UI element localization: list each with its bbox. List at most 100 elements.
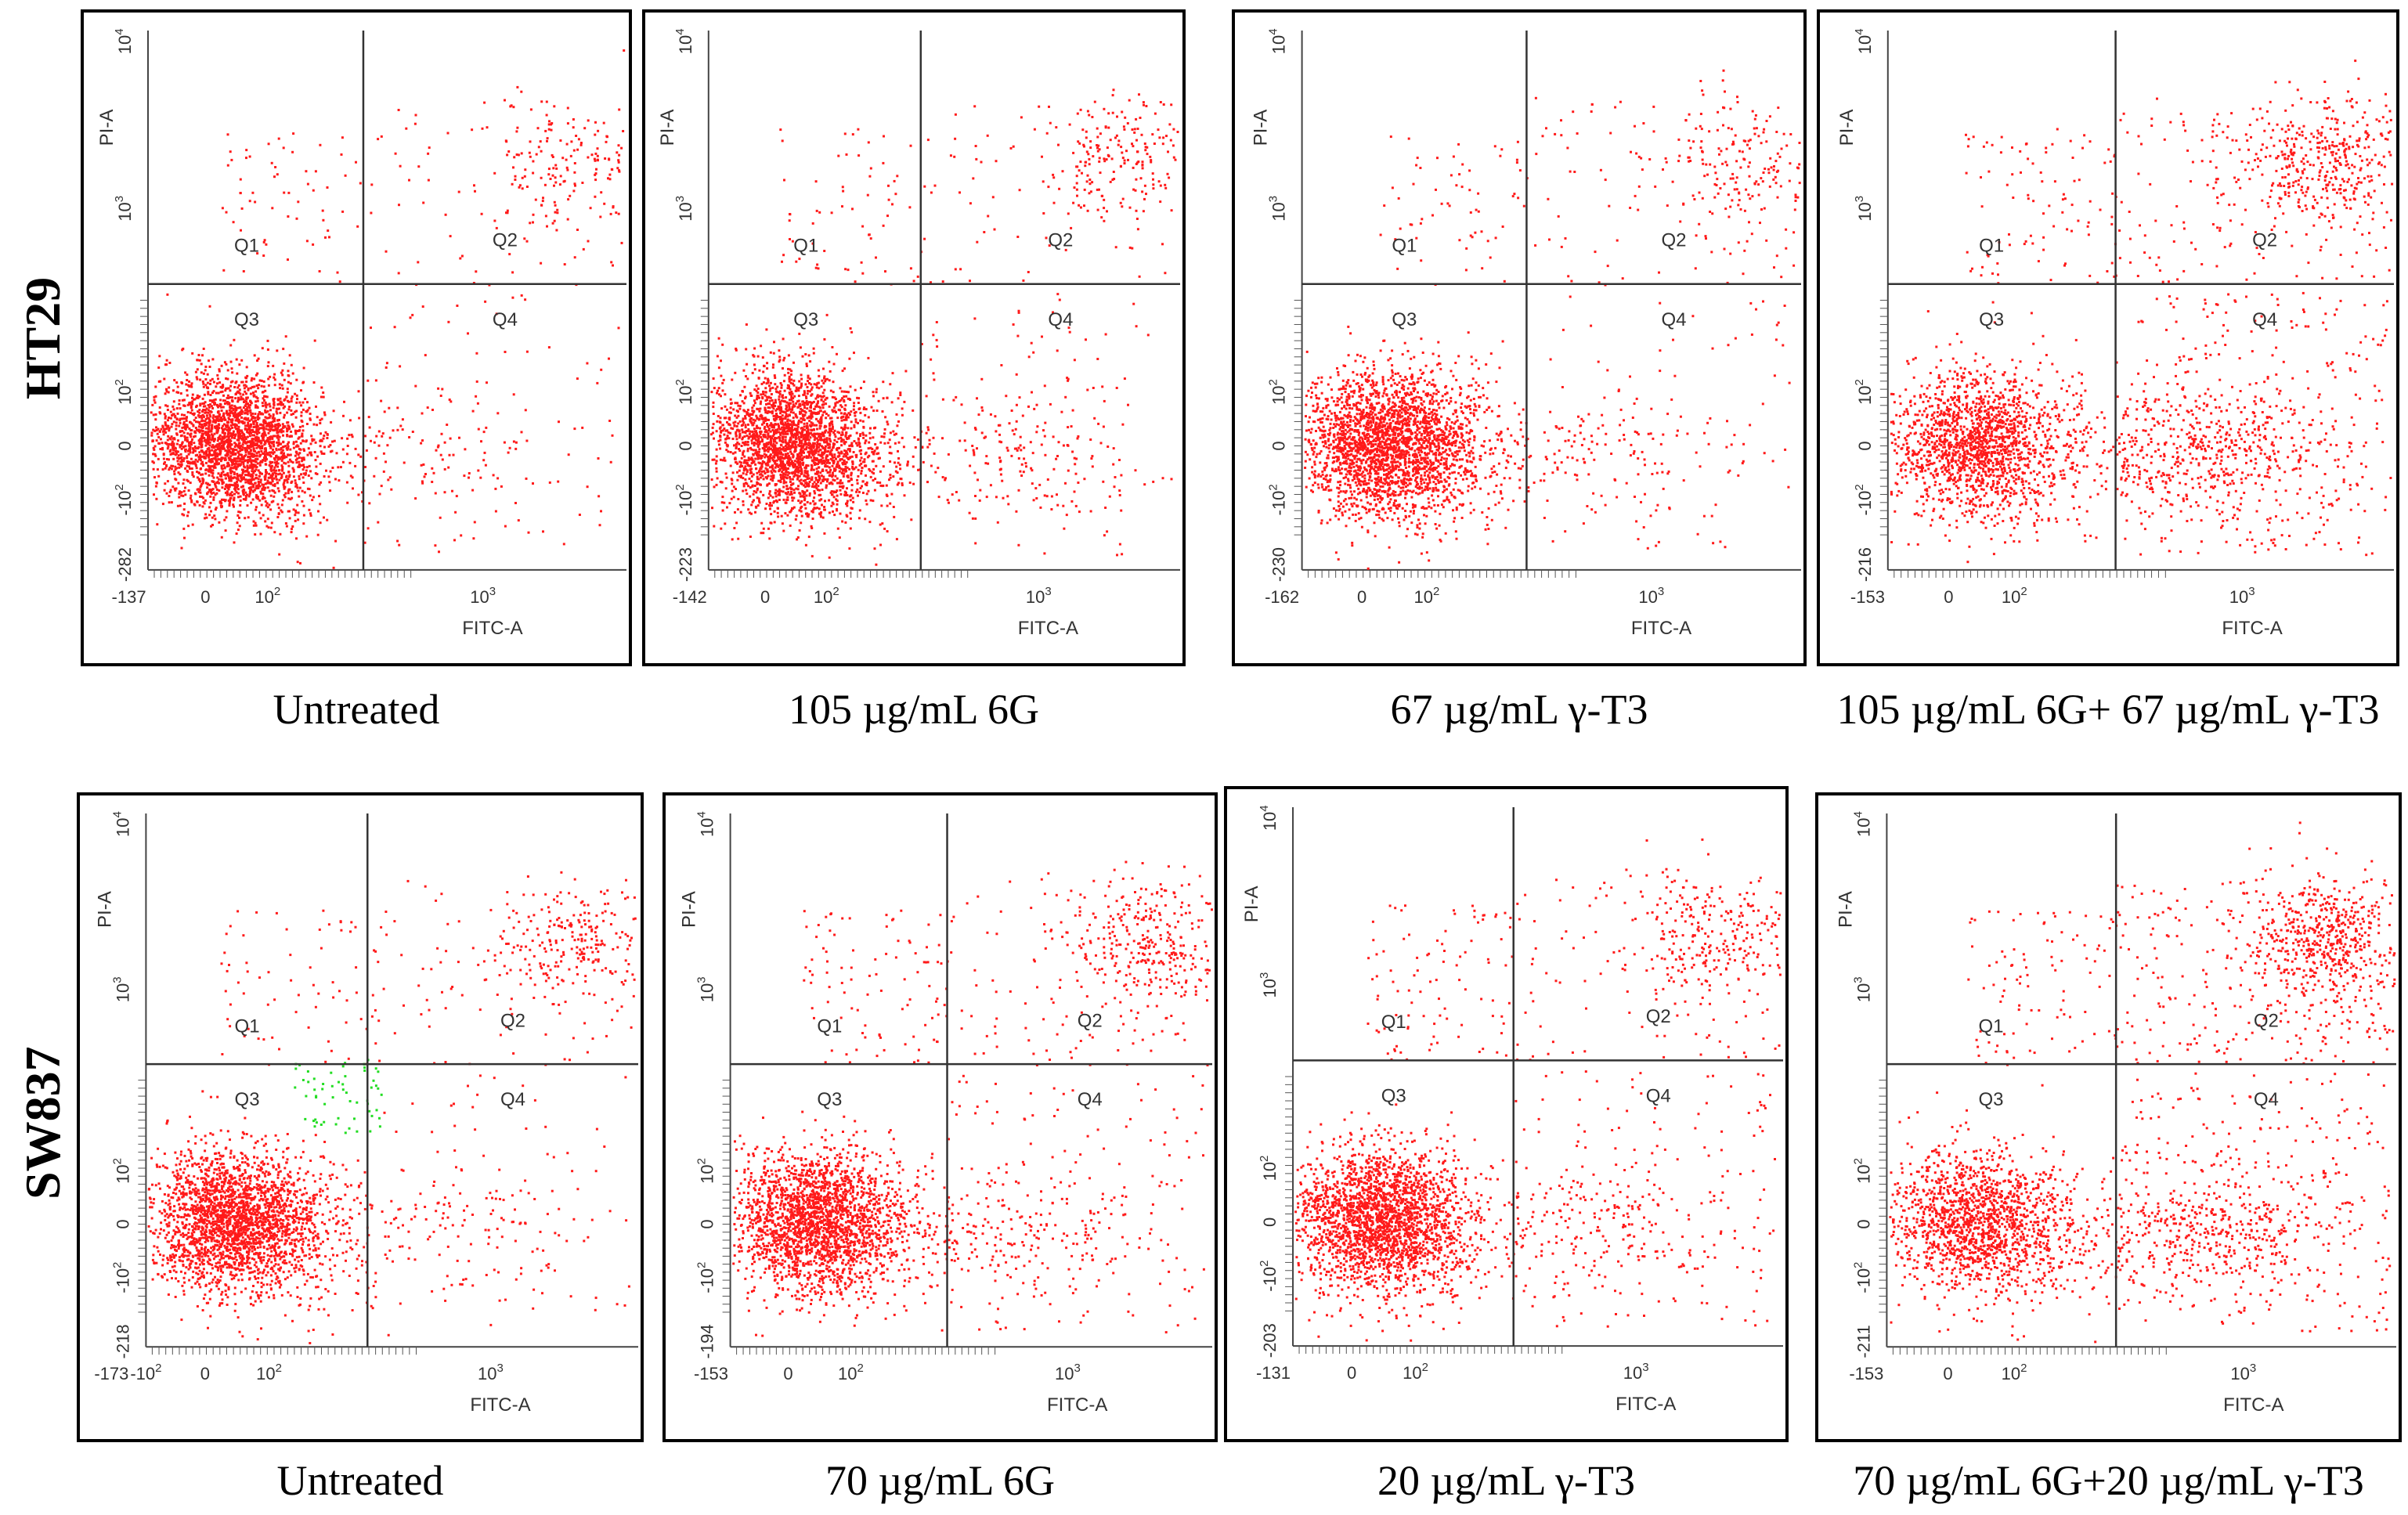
event-dot bbox=[809, 436, 812, 439]
event-dot bbox=[822, 395, 825, 398]
event-dot bbox=[346, 437, 349, 440]
event-dot bbox=[373, 441, 376, 444]
event-dot bbox=[222, 443, 225, 446]
event-dot bbox=[769, 381, 772, 384]
event-dot bbox=[177, 391, 180, 394]
event-dot bbox=[246, 470, 249, 473]
event-dot bbox=[370, 439, 372, 442]
event-dot bbox=[269, 451, 272, 454]
event-dot bbox=[908, 482, 912, 484]
event-dot bbox=[231, 371, 234, 374]
event-dot bbox=[223, 361, 226, 364]
event-dot bbox=[758, 431, 761, 434]
event-dot bbox=[815, 487, 818, 490]
event-dot bbox=[795, 514, 798, 518]
event-dot bbox=[211, 434, 215, 437]
event-dot bbox=[309, 418, 312, 421]
event-dot bbox=[152, 446, 155, 449]
event-dot bbox=[197, 439, 200, 442]
event-dot bbox=[594, 172, 597, 175]
event-dot bbox=[168, 501, 171, 504]
event-dot bbox=[264, 404, 267, 407]
event-dot bbox=[283, 413, 286, 417]
event-dot bbox=[363, 541, 366, 544]
event-dot bbox=[841, 397, 844, 400]
event-dot bbox=[792, 440, 795, 443]
event-dot bbox=[208, 458, 211, 461]
event-dot bbox=[753, 404, 756, 407]
event-dot bbox=[239, 464, 242, 467]
event-dot bbox=[576, 229, 579, 231]
event-dot bbox=[247, 487, 251, 489]
event-dot bbox=[215, 460, 218, 463]
event-dot bbox=[154, 385, 157, 388]
event-dot bbox=[298, 486, 301, 489]
event-dot bbox=[859, 459, 862, 462]
event-dot bbox=[318, 483, 321, 486]
event-dot bbox=[506, 211, 509, 215]
event-dot bbox=[828, 360, 831, 363]
event-dot bbox=[220, 439, 223, 442]
event-dot bbox=[294, 416, 298, 419]
event-dot bbox=[291, 490, 294, 493]
event-dot bbox=[155, 439, 158, 442]
event-dot bbox=[305, 466, 309, 469]
event-dot bbox=[810, 409, 812, 413]
event-dot bbox=[720, 430, 723, 432]
event-dot bbox=[724, 429, 727, 432]
event-dot bbox=[761, 474, 764, 478]
event-dot bbox=[301, 432, 304, 435]
event-dot bbox=[829, 451, 832, 454]
event-dot bbox=[739, 510, 742, 514]
event-dot bbox=[565, 142, 569, 146]
event-dot bbox=[843, 390, 846, 393]
event-dot bbox=[250, 453, 253, 456]
event-dot bbox=[214, 466, 217, 469]
event-dot bbox=[264, 440, 267, 443]
event-dot bbox=[244, 424, 247, 427]
event-dot bbox=[208, 483, 211, 486]
event-dot bbox=[223, 427, 226, 431]
event-dot bbox=[855, 456, 858, 459]
event-dot bbox=[596, 158, 599, 161]
event-dot bbox=[171, 405, 175, 408]
event-dot bbox=[852, 408, 855, 411]
event-dot bbox=[290, 400, 293, 403]
event-dot bbox=[247, 453, 251, 456]
event-dot bbox=[242, 406, 245, 409]
event-dot bbox=[291, 480, 294, 483]
event-dot bbox=[557, 480, 560, 483]
event-dot bbox=[255, 400, 258, 403]
event-dot bbox=[285, 456, 288, 459]
event-dot bbox=[850, 455, 854, 458]
event-dot bbox=[269, 441, 272, 444]
event-dot bbox=[258, 450, 261, 453]
event-dot bbox=[860, 472, 863, 475]
event-dot bbox=[775, 464, 778, 467]
event-dot bbox=[186, 425, 189, 428]
event-dot bbox=[169, 489, 172, 492]
event-dot bbox=[271, 417, 274, 420]
event-dot bbox=[296, 430, 299, 432]
event-dot bbox=[810, 467, 814, 470]
event-dot bbox=[767, 456, 770, 458]
event-dot bbox=[758, 369, 761, 372]
event-dot bbox=[178, 466, 181, 469]
event-dot bbox=[208, 406, 211, 409]
event-dot bbox=[773, 521, 776, 524]
event-dot bbox=[760, 393, 763, 396]
event-dot bbox=[724, 393, 727, 396]
event-dot bbox=[503, 441, 506, 444]
event-dot bbox=[340, 153, 343, 156]
event-dot bbox=[251, 455, 253, 457]
event-dot bbox=[808, 494, 811, 497]
event-dot bbox=[206, 417, 209, 420]
event-dot bbox=[432, 471, 435, 474]
event-dot bbox=[824, 464, 827, 467]
event-dot bbox=[789, 445, 792, 448]
event-dot bbox=[793, 442, 796, 445]
event-dot bbox=[348, 461, 352, 464]
event-dot bbox=[256, 359, 259, 363]
event-dot bbox=[494, 510, 497, 513]
event-dot bbox=[283, 425, 287, 428]
